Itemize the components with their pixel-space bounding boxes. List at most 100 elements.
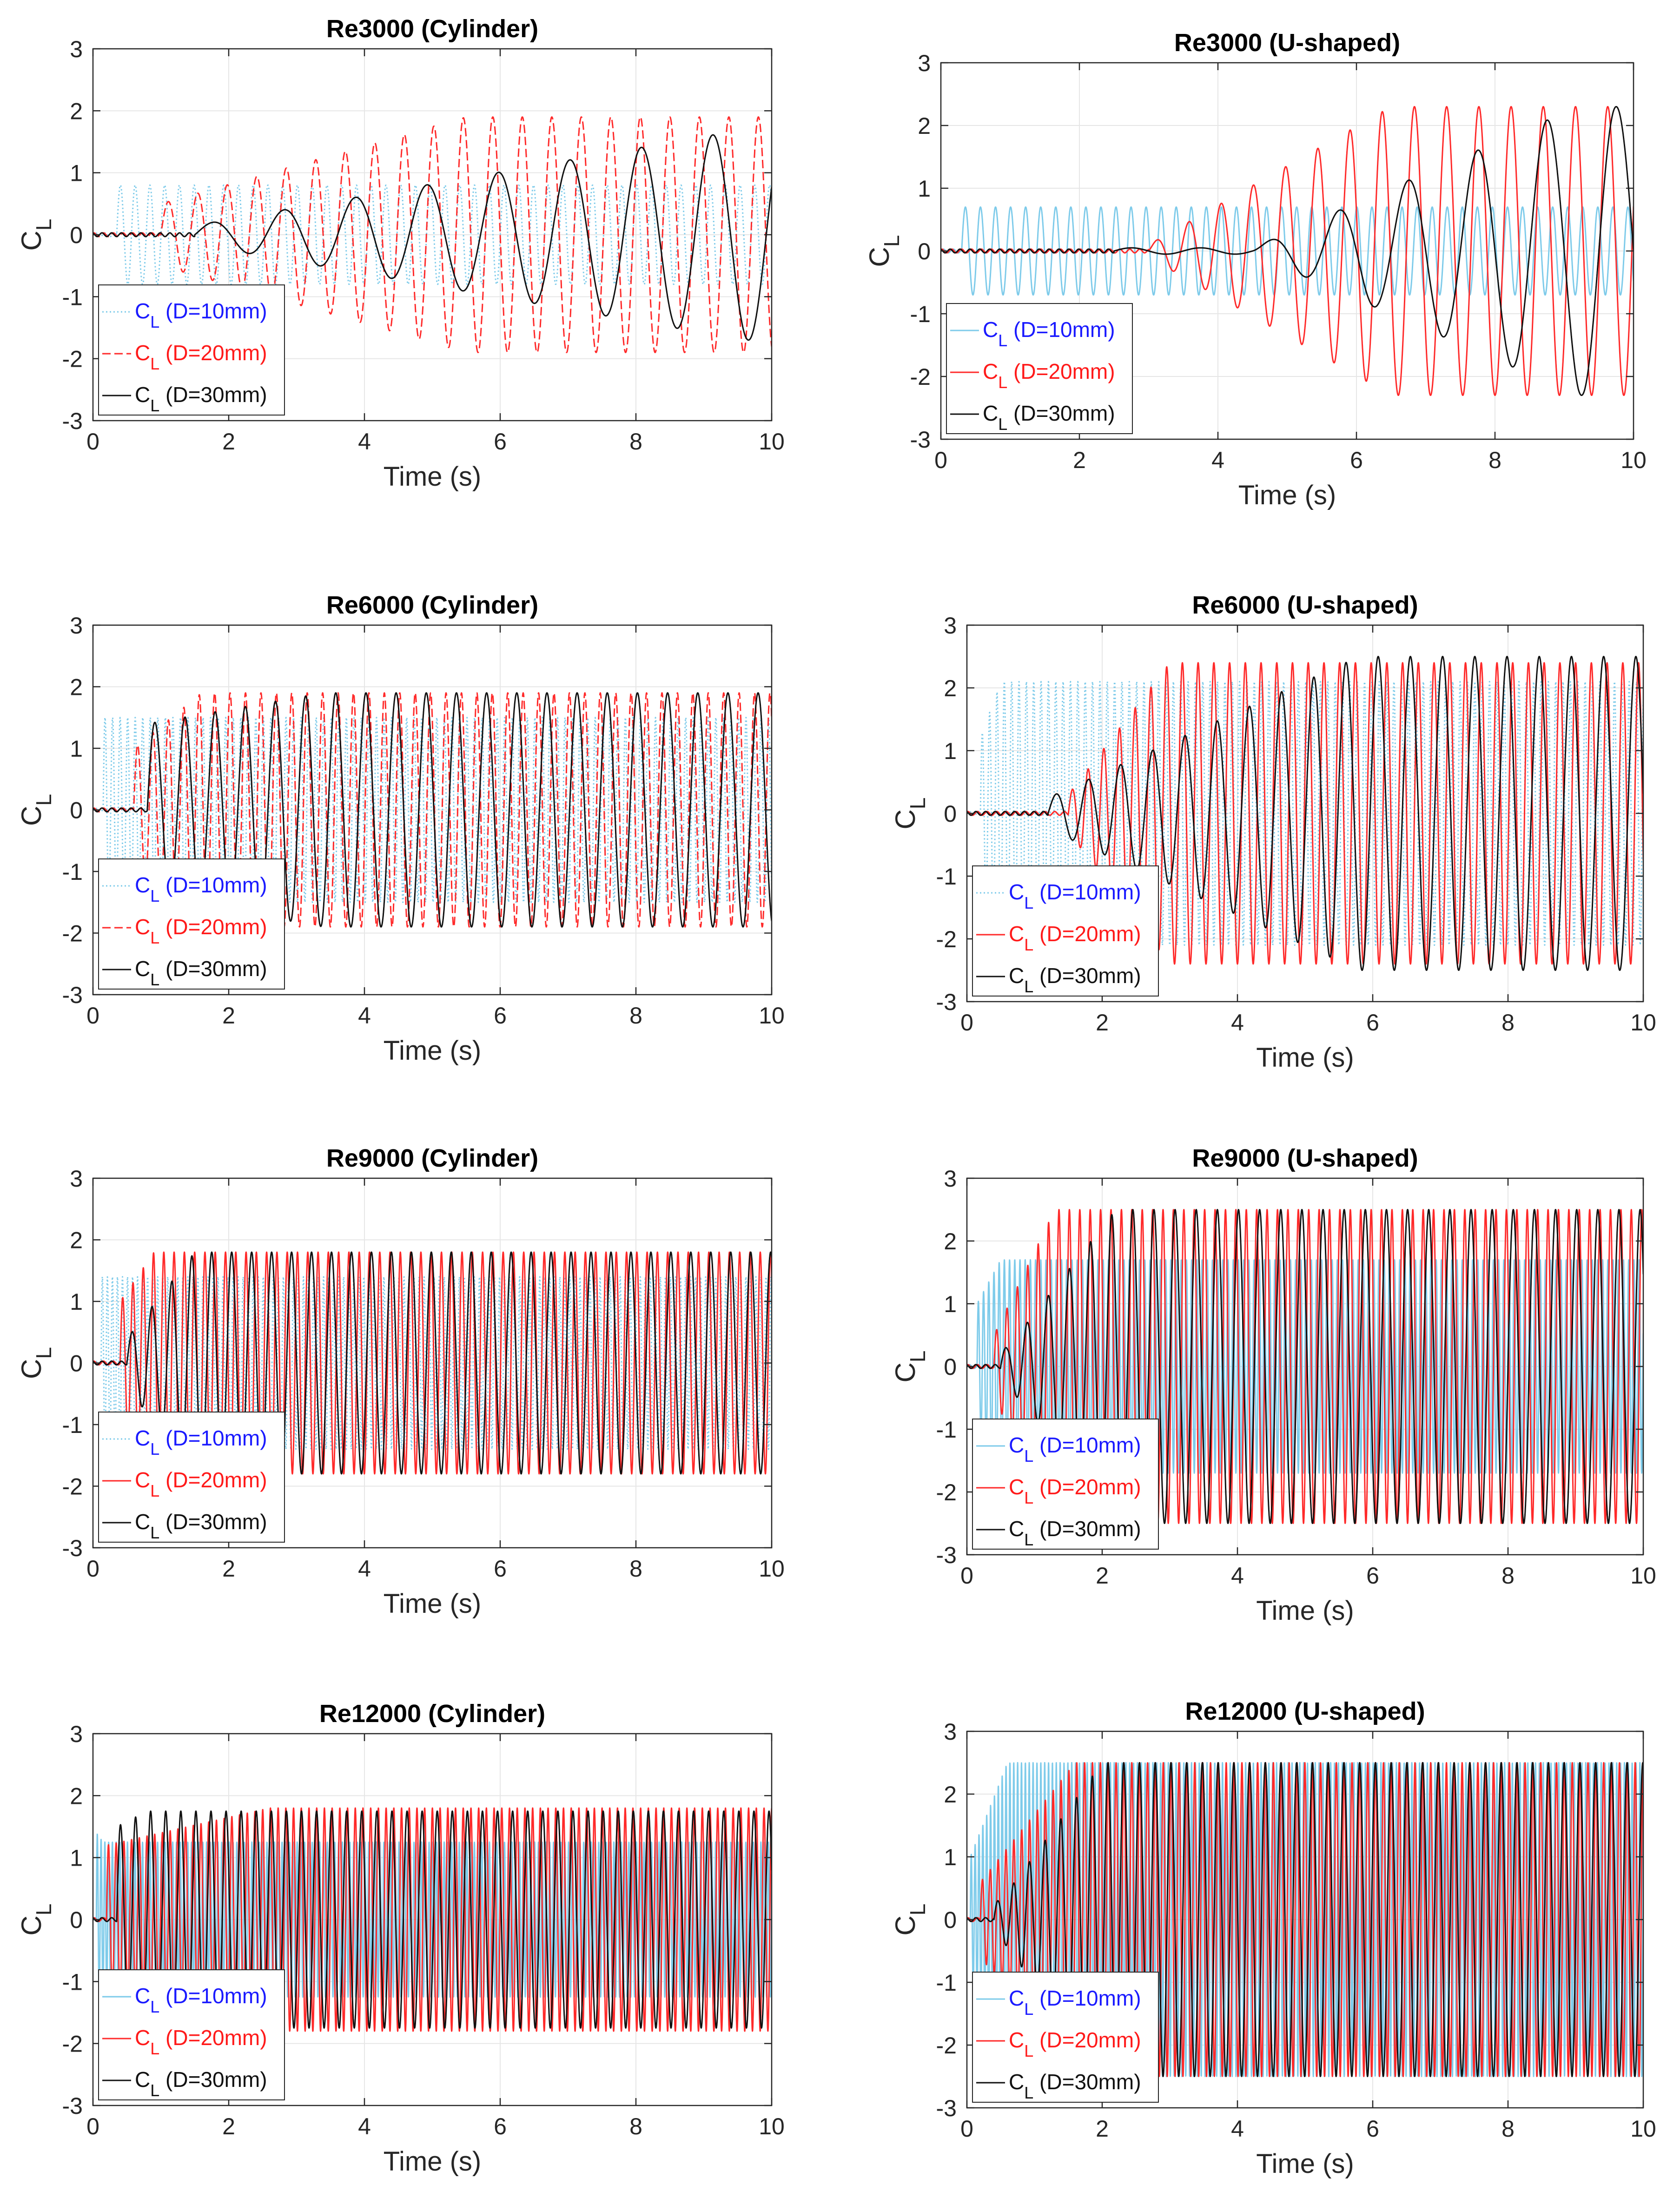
x-tick-label: 8 [1501,2116,1515,2142]
chart-panel-5: 0 2 4 6 8 10 -3 -2 -1 0 1 2 3 Re9000 (Cylinder) Time (… [16,1144,785,1619]
chart-title: Re6000 (U-shaped) [1192,591,1418,619]
y-tick-label: 3 [70,36,83,62]
x-tick-label: 4 [1231,1563,1244,1589]
y-tick-label: 1 [70,736,83,762]
x-tick-label: 4 [1211,447,1224,473]
y-tick-label: 3 [70,1721,83,1747]
y-tick-label: 0 [944,801,957,827]
y-tick-label: 3 [944,613,957,639]
x-tick-label: 2 [1096,1563,1109,1589]
y-tick-label: 0 [70,222,83,248]
series-group [967,656,1643,971]
y-tick-label: 0 [918,238,931,264]
x-tick-label: 6 [494,1556,507,1582]
x-tick-label: 0 [960,1563,973,1589]
x-tick-label: 8 [629,429,642,455]
y-tick-label: 1 [944,1844,957,1870]
x-tick-label: 0 [86,1003,99,1029]
x-tick-label: 2 [222,1556,235,1582]
y-tick-label: -3 [62,1535,83,1561]
y-tick-label: -2 [62,1474,83,1500]
series-line-1 [93,717,772,903]
x-tick-label: 4 [358,1003,371,1029]
chart-panel-4: 0 2 4 6 8 10 -3 -2 -1 0 1 2 3 Re6000 (U-shaped) Time (… [890,591,1656,1073]
chart-panel-2: 0 2 4 6 8 10 -3 -2 -1 0 1 2 3 Re3000 (U-shaped) Time (… [864,29,1647,510]
series-line-3 [93,692,772,928]
y-tick-label: -3 [936,989,957,1015]
x-tick-label: 6 [494,1003,507,1029]
series-line-3 [967,656,1643,971]
legend-label-2: CL (D=20mm) [135,2026,267,2058]
x-axis-label: Time (s) [384,1036,481,1066]
legend-box [972,1419,1159,1550]
y-tick-label: 2 [944,1782,957,1808]
y-tick-label: 3 [944,1719,957,1745]
legend-label-2: CL (D=20mm) [1009,922,1141,954]
y-tick-label: 1 [70,160,83,186]
y-tick-label: 0 [944,1907,957,1933]
legend: CL (D=10mm) CL (D=20mm) CL (D=30mm) [946,303,1133,434]
y-tick-label: -3 [936,1542,957,1568]
series-line-1 [967,681,1643,946]
chart-title: Re6000 (Cylinder) [326,591,538,619]
x-axis-label: Time (s) [1256,1596,1354,1626]
chart-panel-3: 0 2 4 6 8 10 -3 -2 -1 0 1 2 3 Re6000 (Cylinder) Time (… [16,591,785,1066]
y-tick-label: -2 [936,2033,957,2059]
series-line-2 [967,1209,1643,1524]
x-axis-label: Time (s) [384,2146,481,2177]
series-line-1 [941,206,1634,296]
x-tick-label: 6 [1366,2116,1379,2142]
y-tick-label: 2 [70,1228,83,1254]
y-tick-label: -3 [910,427,931,453]
y-axis-label: CL [16,1347,56,1379]
y-tick-label: 2 [944,1228,957,1254]
y-tick-label: 2 [918,113,931,139]
y-tick-label: -3 [936,2095,957,2121]
legend-label-1: CL (D=10mm) [1009,880,1141,912]
y-tick-label: 2 [944,675,957,701]
x-axis-label: Time (s) [384,1589,481,1619]
y-tick-label: 0 [944,1354,957,1380]
series-line-3 [93,134,772,341]
legend: CL (D=10mm) CL (D=20mm) CL (D=30mm) [972,1972,1159,2103]
y-axis-label: CL [890,1351,930,1383]
y-tick-label: -2 [62,2031,83,2057]
y-tick-label: 0 [70,798,83,824]
x-tick-label: 4 [1231,2116,1244,2142]
y-tick-label: -2 [62,346,83,372]
chart-panel-6: 0 2 4 6 8 10 -3 -2 -1 0 1 2 3 Re9000 (U-shaped) Time (… [890,1144,1656,1626]
series-line-2 [967,662,1643,965]
x-tick-label: 8 [629,2113,642,2139]
legend-label-2: CL (D=20mm) [135,341,267,373]
legend-label-3: CL (D=30mm) [135,2067,267,2100]
x-tick-label: 4 [358,429,371,455]
x-tick-label: 10 [759,1556,785,1582]
chart-title: Re3000 (U-shaped) [1174,29,1400,57]
y-tick-label: -1 [62,1412,83,1438]
x-tick-label: 2 [1073,447,1086,473]
y-tick-label: -2 [936,1479,957,1505]
series-group [93,116,772,353]
y-tick-label: 1 [70,1845,83,1871]
legend-label-1: CL (D=10mm) [1009,1986,1141,2019]
chart-title: Re3000 (Cylinder) [326,15,538,43]
x-tick-label: 10 [759,1003,785,1029]
x-axis-label: Time (s) [384,462,481,492]
legend-label-1: CL (D=10mm) [1009,1433,1141,1465]
y-tick-label: -3 [62,2093,83,2119]
chart-title: Re9000 (U-shaped) [1192,1144,1418,1172]
x-tick-label: 8 [629,1556,642,1582]
x-tick-label: 8 [1488,447,1501,473]
y-tick-label: 1 [944,738,957,764]
x-tick-label: 6 [494,429,507,455]
x-tick-label: 0 [960,1010,973,1036]
x-tick-label: 4 [358,2113,371,2139]
x-tick-label: 0 [934,447,947,473]
legend-box [972,865,1159,997]
y-tick-label: 3 [918,50,931,76]
x-tick-label: 6 [1350,447,1363,473]
legend-label-3: CL (D=30mm) [1009,2070,1141,2102]
series-line-1 [93,1833,772,2003]
legend-label-2: CL (D=20mm) [1009,1475,1141,1507]
x-tick-label: 6 [494,2113,507,2139]
